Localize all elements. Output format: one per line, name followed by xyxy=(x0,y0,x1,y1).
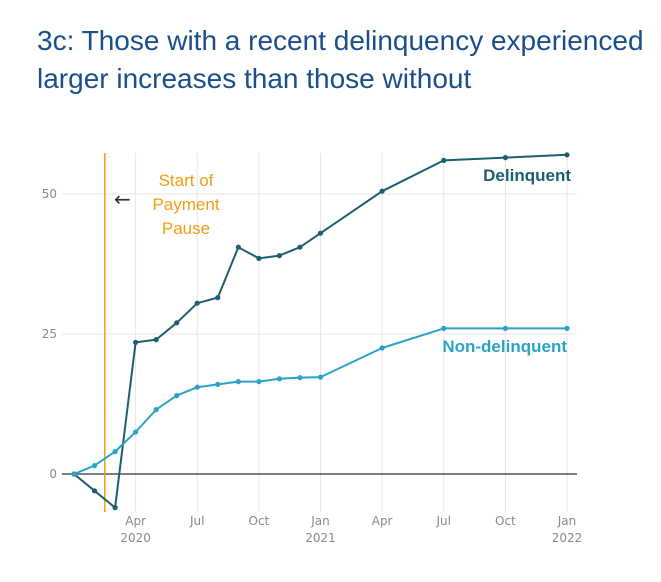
data-point-delinquent xyxy=(276,253,283,259)
data-point-delinquent xyxy=(153,337,159,343)
data-point-delinquent xyxy=(215,295,221,301)
event-annotation: ← Start of Payment Pause xyxy=(104,153,220,512)
data-point-non-delinquent xyxy=(215,381,221,387)
data-point-non-delinquent xyxy=(153,407,159,413)
y-tick-label-0: 0 xyxy=(49,467,57,481)
data-point-non-delinquent xyxy=(71,471,77,477)
data-point-delinquent xyxy=(235,244,241,250)
data-point-non-delinquent xyxy=(276,376,283,382)
y-tick-label-25: 25 xyxy=(42,327,57,341)
x-tick-label-2: Oct xyxy=(249,514,270,528)
data-point-delinquent xyxy=(91,488,98,494)
data-point-delinquent xyxy=(317,230,324,236)
pause-arrow: ← xyxy=(114,187,131,211)
data-point-non-delinquent xyxy=(133,429,139,435)
series-label-non-delinquent: Non-delinquent xyxy=(442,337,567,356)
series-label-delinquent: Delinquent xyxy=(483,166,571,185)
data-point-non-delinquent xyxy=(317,374,324,380)
x-tick-label-6: Oct xyxy=(495,514,516,528)
data-point-delinquent xyxy=(256,255,262,261)
data-point-non-delinquent xyxy=(441,325,447,331)
data-point-non-delinquent xyxy=(502,325,508,331)
data-point-non-delinquent xyxy=(112,449,118,455)
data-point-delinquent xyxy=(112,505,118,511)
axis-labels: 0 25 50 Apr 2020 Jul Oct Jan 2021 Apr Jul Oct Jan 202… xyxy=(42,166,583,545)
data-point-delinquent xyxy=(174,320,180,326)
y-tick-label-50: 50 xyxy=(42,187,57,201)
data-point-non-delinquent xyxy=(174,393,180,399)
data-point-non-delinquent xyxy=(91,463,98,469)
data-point-non-delinquent xyxy=(235,379,241,385)
data-point-delinquent xyxy=(379,188,385,194)
data-point-delinquent xyxy=(133,339,139,345)
data-point-delinquent xyxy=(441,157,447,163)
x-tick-label-1: Jul xyxy=(189,514,204,528)
x-tick-label-4: Apr xyxy=(372,514,393,528)
x-tick-label-3: Jan xyxy=(310,514,330,528)
data-point-delinquent xyxy=(194,300,200,306)
pause-label-line-2: Payment xyxy=(152,195,219,214)
data-point-delinquent xyxy=(297,244,303,250)
x-tick-label-7: Jan xyxy=(557,514,577,528)
chart-title: 3c: Those with a recent delinquency expe… xyxy=(37,22,657,98)
x-tick-label-0: Apr xyxy=(125,514,146,528)
chart-title-line-2: larger increases than those without xyxy=(37,63,472,94)
data-point-delinquent xyxy=(502,155,508,161)
data-point-non-delinquent xyxy=(564,325,570,331)
data-point-non-delinquent xyxy=(379,345,385,351)
x-tick-label-5: Jul xyxy=(436,514,451,528)
data-point-non-delinquent xyxy=(256,379,262,385)
data-point-non-delinquent xyxy=(297,375,303,381)
gridlines xyxy=(62,153,577,512)
series-layer xyxy=(71,152,570,511)
pause-label-line-1: Start of xyxy=(159,171,214,190)
x-tick-year-7: 2022 xyxy=(552,531,583,545)
x-tick-year-3: 2021 xyxy=(305,531,336,545)
x-tick-year-0: 2020 xyxy=(120,531,151,545)
data-point-delinquent xyxy=(564,152,570,158)
data-point-non-delinquent xyxy=(194,384,200,390)
pause-label-line-3: Pause xyxy=(162,219,210,238)
chart-title-line-1: 3c: Those with a recent delinquency expe… xyxy=(37,25,644,56)
